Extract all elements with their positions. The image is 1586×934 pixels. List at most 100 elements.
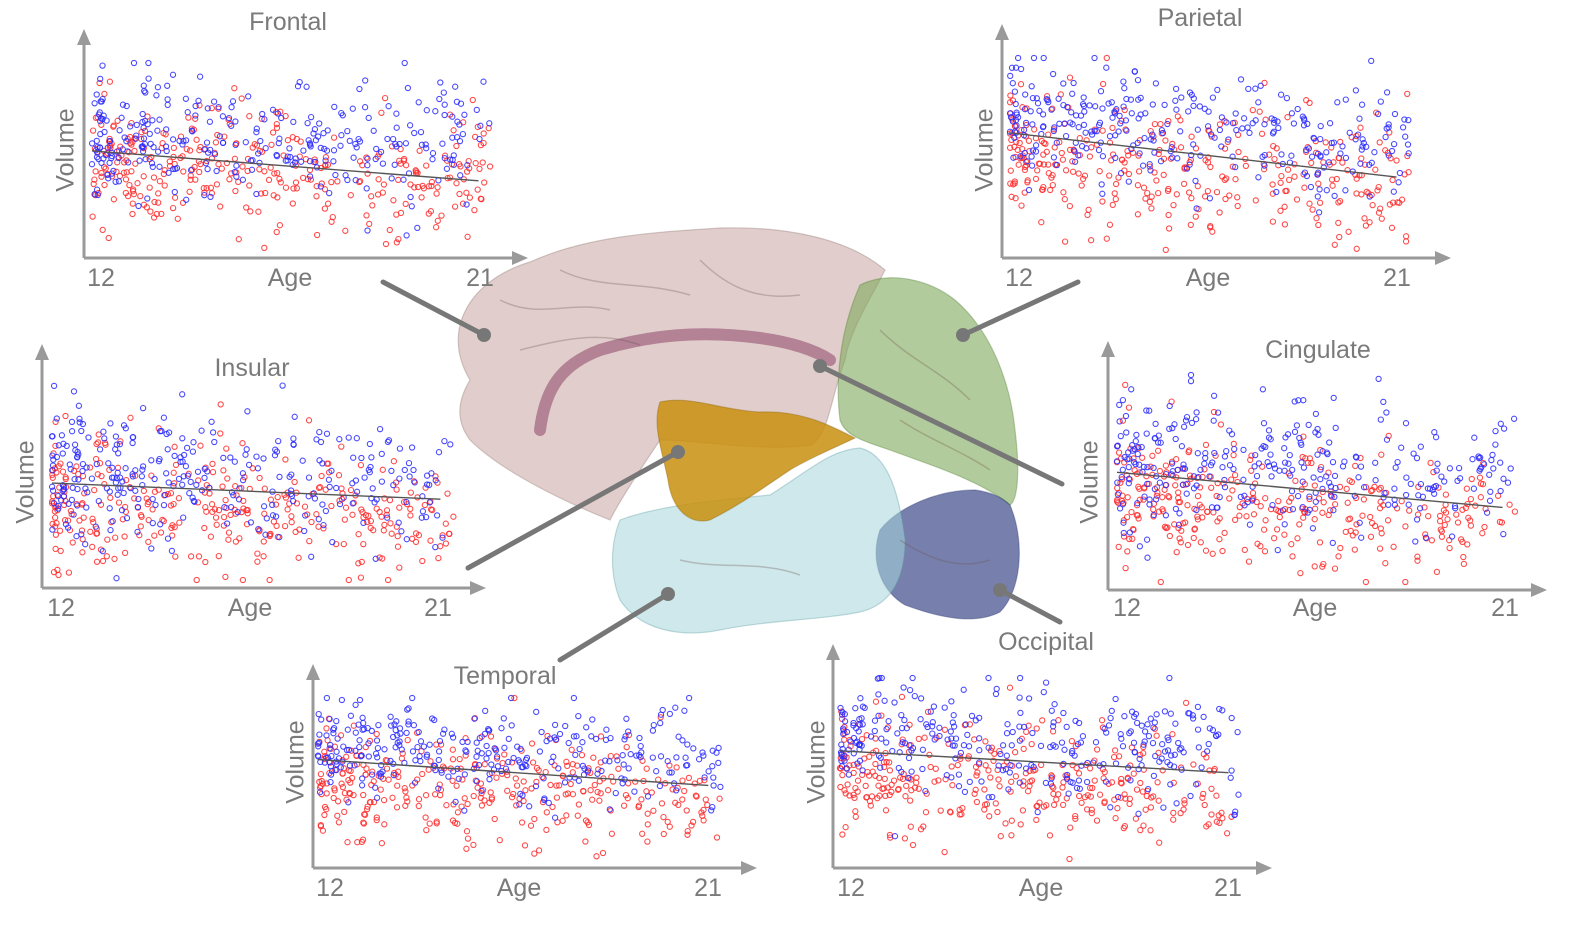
parietal-point [1053,161,1061,169]
frontal-point [422,141,429,148]
frontal-point [459,130,467,138]
frontal-point [316,120,323,127]
parietal-point [1252,85,1259,92]
parietal-point [1390,140,1398,148]
parietal-point [1028,162,1036,169]
frontal-point [477,141,485,149]
frontal-point [119,101,127,108]
parietal-point [1269,181,1276,188]
parietal-point [1141,134,1148,142]
parietal-point [1043,148,1050,155]
frontal-point [102,165,109,172]
insular-point [427,506,435,513]
occipital-point [1135,810,1142,817]
frontal-point [423,162,430,169]
insular-point [439,532,446,539]
frontal-point [94,191,101,199]
frontal-point [97,75,104,83]
parietal-point [1029,94,1037,102]
insular-point [65,569,73,576]
parietal-point [1404,141,1412,148]
frontal-point [373,145,380,153]
frontal-point [233,173,240,180]
parietal-point [1070,79,1077,87]
parietal-point [1328,144,1335,151]
frontal-point [391,161,398,168]
frontal-point [346,137,353,145]
occipital-point [898,693,906,701]
occipital-point [982,738,989,745]
sulcus-line [559,269,691,296]
frontal-point [133,121,140,129]
frontal-point [179,153,186,160]
parietal-point [1140,184,1148,191]
frontal-point [115,178,123,185]
parietal-point [1358,101,1366,108]
parietal-point [1214,86,1221,94]
frontal-point [159,140,166,147]
insular-point [219,483,226,490]
frontal-point [297,138,304,145]
occipital-point [1075,792,1083,800]
parietal-point [1261,151,1268,159]
occipital-point [1068,737,1076,745]
frontal-point [161,182,168,189]
occipital-point [1059,801,1067,809]
sulcus-line [679,559,801,576]
parietal-point [1285,176,1293,184]
parietal-point [1389,199,1397,206]
frontal-point [423,145,430,152]
occipital-point [881,775,888,783]
parietal-point [1170,201,1177,209]
occipital-point [1065,790,1072,797]
insular-point [119,516,126,523]
frontal-point [232,141,239,149]
parietal-point [1040,54,1047,62]
frontal-point [465,157,472,165]
parietal-point [1010,181,1017,188]
occipital-point [937,807,944,814]
frontal-point [450,152,457,159]
occipital-point [1025,695,1033,702]
occipital-point [987,774,994,781]
frontal-point [129,186,137,193]
frontal-point [256,159,263,167]
parietal-point [1366,219,1373,226]
frontal-point [97,118,104,125]
frontal-point [473,106,480,114]
frontal-point [402,162,410,169]
parietal-point [1372,166,1379,173]
frontal-point [163,126,170,133]
frontal-point [274,194,281,201]
occipital-point [1058,739,1066,746]
frontal-point [393,124,400,131]
parietal-point [1106,221,1114,228]
occipital-point [1048,707,1055,714]
occipital-point [927,763,934,771]
parietal-point [1216,126,1224,134]
frontal-x-arrow [512,251,528,265]
parietal-point [1064,103,1071,111]
parietal-point [1024,158,1031,165]
parietal-point [1242,162,1250,170]
parietal-point [1393,157,1400,164]
frontal-point [415,99,422,106]
occipital-point [1187,792,1194,800]
frontal-point [395,235,402,243]
insular-point [93,440,100,448]
insular-point [364,518,371,526]
frontal-point [212,139,220,146]
occipital-point [1039,717,1046,724]
frontal-point [148,160,156,167]
frontal-point [141,87,148,95]
parietal-point [1022,91,1029,98]
parietal-point [1371,149,1378,156]
parietal-point [1025,186,1033,194]
parietal-point [1136,150,1143,157]
parietal-point [1342,96,1349,103]
parietal-point [1053,139,1060,146]
frontal-point [113,148,121,155]
frontal-point [128,168,135,175]
occipital-point [1150,724,1157,731]
parietal-point [1112,132,1119,139]
